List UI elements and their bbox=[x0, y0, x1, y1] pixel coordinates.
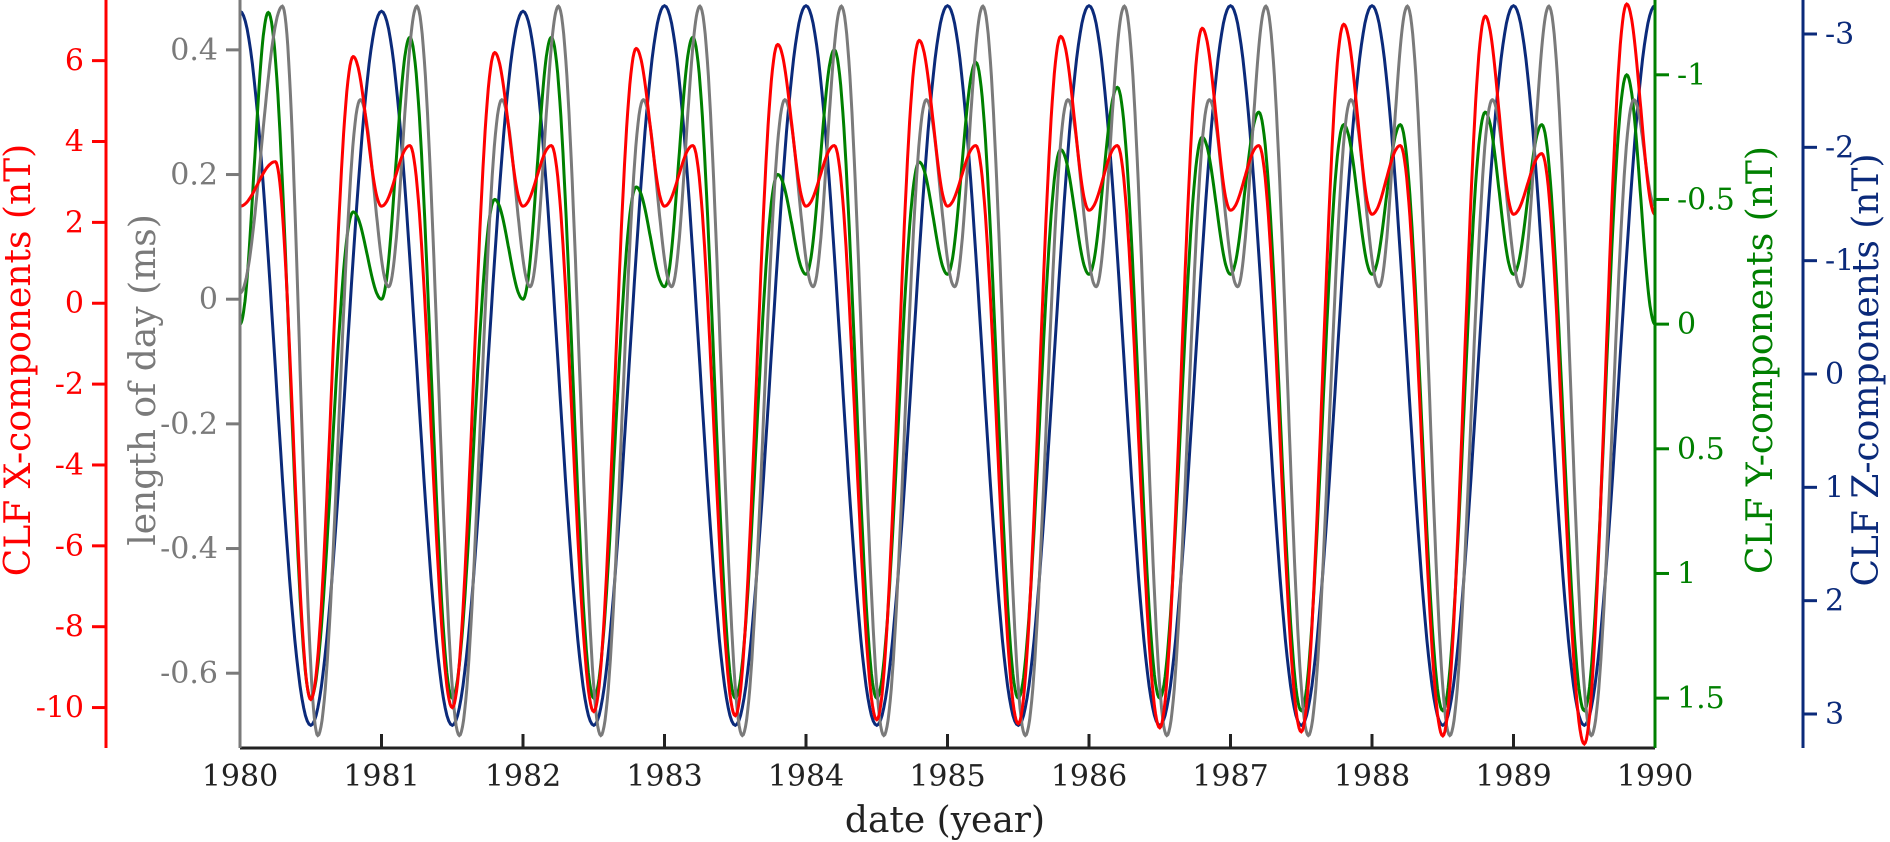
y-tick-label-z-comp: -2 bbox=[1825, 130, 1854, 165]
y-axis-label-length-of-day: length of day (ms) bbox=[123, 214, 164, 546]
y-tick-label-x-comp: -4 bbox=[55, 448, 84, 483]
x-tick-label: 1985 bbox=[909, 759, 985, 794]
y-tick-label-x-comp: 2 bbox=[65, 205, 84, 240]
y-tick-label-z-comp: 1 bbox=[1825, 470, 1844, 505]
y-tick-label-lod: -0.6 bbox=[160, 656, 218, 691]
x-tick-label: 1981 bbox=[343, 759, 419, 794]
y-tick-label-x-comp: -2 bbox=[55, 367, 84, 402]
x-tick-label: 1988 bbox=[1334, 759, 1410, 794]
y-tick-label-x-comp: 4 bbox=[65, 125, 84, 160]
x-tick-label: 1982 bbox=[485, 759, 561, 794]
y-tick-label-lod: -0.4 bbox=[160, 532, 218, 567]
series-line-clf-x-components bbox=[240, 2, 1655, 747]
x-tick-label: 1986 bbox=[1051, 759, 1127, 794]
series-line-clf-y-components bbox=[240, 10, 1655, 713]
y-tick-label-x-comp: 0 bbox=[65, 286, 84, 321]
y-tick-label-y-comp: 0.5 bbox=[1677, 432, 1725, 467]
y-tick-label-lod: 0.2 bbox=[170, 158, 218, 193]
y-tick-label-x-comp: -6 bbox=[55, 529, 84, 564]
x-tick-label: 1984 bbox=[768, 759, 844, 794]
y-tick-label-lod: 0 bbox=[199, 282, 218, 317]
y-tick-label-y-comp: 1.5 bbox=[1677, 681, 1725, 716]
y-tick-label-lod: 0.4 bbox=[170, 33, 218, 68]
y-axis-label-y-components: CLF Y-components (nT) bbox=[1740, 146, 1781, 574]
x-tick-label: 1989 bbox=[1475, 759, 1551, 794]
chart-axes-group: 1980 1981 1982 1983 1984 1985 1986 1987 1988 1989… bbox=[36, 0, 1854, 794]
y-tick-label-z-comp: 0 bbox=[1825, 357, 1844, 392]
x-tick-label: 1987 bbox=[1192, 759, 1268, 794]
x-tick-label: 1983 bbox=[626, 759, 702, 794]
y-tick-label-y-comp: -1 bbox=[1677, 58, 1706, 93]
y-axis-label-x-components: CLF X-components (nT) bbox=[0, 144, 39, 576]
y-tick-label-lod: -0.2 bbox=[160, 407, 218, 442]
y-tick-label-x-comp: -10 bbox=[36, 691, 84, 726]
x-tick-label: 1990 bbox=[1617, 759, 1693, 794]
y-axis-label-z-components: CLF Z-components (nT) bbox=[1846, 153, 1887, 586]
x-axis-label: date (year) bbox=[845, 800, 1045, 841]
y-tick-label-z-comp: 2 bbox=[1825, 584, 1844, 619]
y-tick-label-z-comp: -3 bbox=[1825, 17, 1854, 52]
series-line-length-of-day bbox=[240, 4, 1655, 738]
y-tick-label-y-comp: -0.5 bbox=[1677, 182, 1735, 217]
series-line-clf-z-components bbox=[240, 3, 1655, 728]
y-tick-label-y-comp: 0 bbox=[1677, 307, 1696, 342]
x-tick-label: 1980 bbox=[202, 759, 278, 794]
y-tick-label-x-comp: 6 bbox=[65, 44, 84, 79]
y-tick-label-y-comp: 1 bbox=[1677, 556, 1696, 591]
y-tick-label-z-comp: 3 bbox=[1825, 697, 1844, 732]
y-tick-label-x-comp: -8 bbox=[55, 610, 84, 645]
chart-series-group bbox=[240, 2, 1655, 747]
y-tick-label-z-comp: -1 bbox=[1825, 244, 1854, 279]
